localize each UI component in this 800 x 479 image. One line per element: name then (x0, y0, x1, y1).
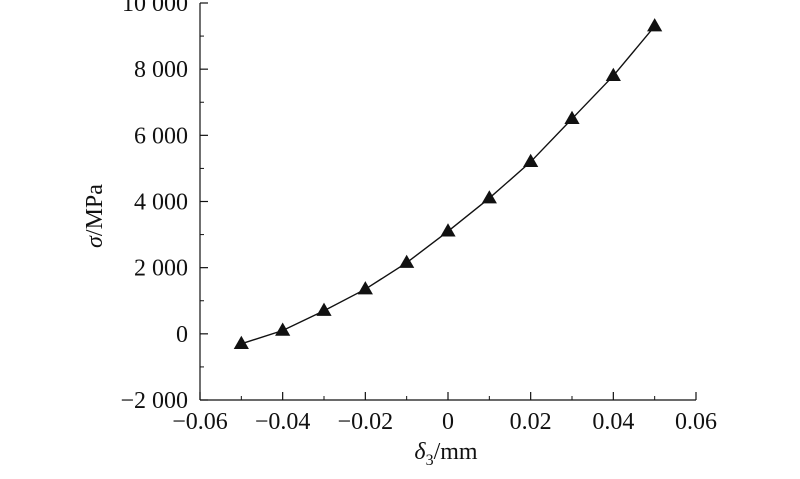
x-tick-label: −0.02 (338, 409, 394, 435)
ticks (199, 2, 697, 401)
data-point-triangle (564, 110, 580, 124)
y-tick-label: 6 000 (134, 123, 188, 149)
x-axis-unit: /mm (434, 439, 478, 465)
y-tick-label: 0 (176, 322, 188, 348)
x-tick-label: −0.06 (172, 409, 228, 435)
x-tick-label: −0.04 (255, 409, 311, 435)
x-axis-subscript: 3 (426, 452, 434, 469)
y-tick-label: 8 000 (134, 57, 188, 83)
y-tick-label: −2 000 (120, 388, 188, 414)
y-tick-label: 4 000 (134, 190, 188, 216)
y-tick-label: 2 000 (134, 256, 188, 282)
data-point-triangle (605, 67, 621, 81)
data-point-triangle (357, 281, 373, 295)
data-point-triangle (275, 322, 291, 336)
y-axis-title: σ/MPa (82, 184, 108, 248)
x-tick-label: 0.02 (510, 409, 552, 435)
data-point-triangle (523, 153, 539, 167)
data-point-triangle (399, 254, 415, 268)
y-axis-symbol: σ (82, 235, 108, 248)
y-axis-unit: /MPa (82, 184, 108, 236)
series-layer (233, 18, 663, 349)
x-tick-label: 0.04 (592, 409, 634, 435)
y-tick-label: 10 000 (122, 0, 188, 17)
data-point-triangle (440, 223, 456, 237)
x-tick-label: 0 (442, 409, 454, 435)
data-point-triangle (481, 190, 497, 204)
data-point-triangle (647, 18, 663, 32)
x-axis-title: δ3/mm (414, 439, 477, 469)
x-tick-label: 0.06 (675, 409, 717, 435)
tick-labels: −2 000 0 2 000 4 000 6 000 8 000 10 000 −0.06 −0… (120, 0, 717, 435)
data-point-triangle (233, 335, 249, 349)
x-axis-symbol: δ (414, 439, 426, 465)
data-point-triangle (316, 302, 332, 316)
